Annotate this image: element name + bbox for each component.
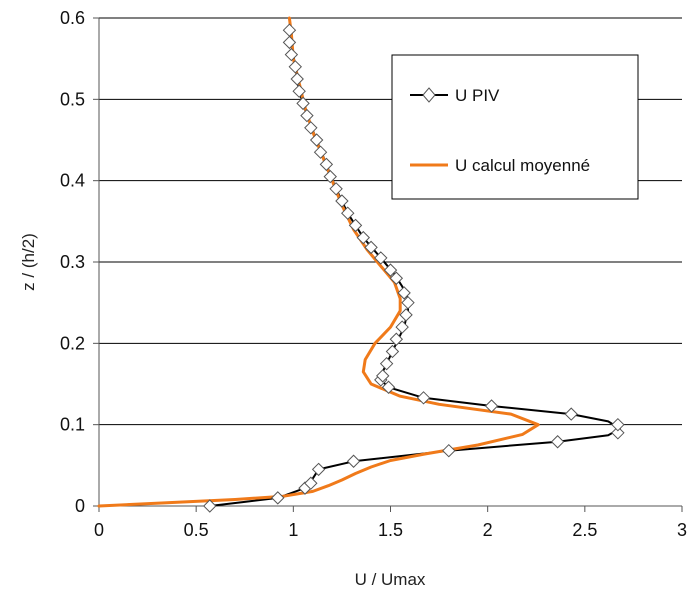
y-tick-label-4: 0.4 [60,171,85,191]
piv-point-26 [364,240,378,255]
x-tick-label-1: 0.5 [184,520,209,540]
piv-point-3 [304,476,318,490]
piv-point-33 [319,157,334,172]
y-tick-label-0: 0 [75,496,85,516]
piv-point-32 [323,169,337,184]
piv-point-40 [290,72,304,86]
y-tick-label-6: 0.6 [60,8,85,28]
piv-point-42 [284,47,299,62]
series-group [97,16,625,513]
piv-point-30 [335,194,349,208]
piv-point-31 [329,182,343,196]
x-axis-title: U / Umax [355,570,426,589]
piv-point-1 [271,491,285,505]
x-tick-label-3: 1.5 [378,520,403,540]
piv-point-7 [550,435,565,449]
piv-point-38 [296,96,310,111]
piv-point-43 [282,35,297,50]
piv-point-27 [356,230,371,245]
piv-point-21 [401,295,415,310]
piv-point-41 [288,60,302,74]
x-tick-label-6: 3 [677,520,687,540]
piv-point-35 [309,133,324,147]
piv-point-15 [376,369,390,383]
y-tick-label-1: 0.1 [60,415,85,435]
piv-point-20 [399,308,413,322]
piv-point-10 [564,407,578,421]
legend-label-piv: U PIV [455,86,500,105]
y-tick-label-2: 0.2 [60,333,85,353]
piv-point-37 [300,108,314,123]
piv-point-39 [292,84,306,98]
piv-point-13 [381,380,396,394]
piv-point-18 [389,332,404,346]
piv-point-22 [397,286,411,300]
piv-point-11 [484,399,499,413]
piv-point-4 [311,462,326,477]
x-tick-label-2: 1 [288,520,298,540]
piv-point-25 [374,251,388,265]
x-tick-label-4: 2 [483,520,493,540]
piv-point-44 [282,23,297,37]
piv-point-34 [313,145,328,159]
piv-point-16 [379,356,394,371]
axes [93,17,683,512]
legend: U PIV U calcul moyenné [391,54,639,200]
piv-point-5 [346,454,361,468]
x-tick-label-0: 0 [94,520,104,540]
piv-point-19 [395,320,409,334]
y-axis-title: z / (h/2) [19,233,38,291]
piv-point-0 [203,499,217,513]
piv-point-28 [348,218,363,233]
x-tick-label-5: 2.5 [572,520,597,540]
x-tick-labels: 0 0.5 1 1.5 2 2.5 3 [94,520,687,540]
legend-marker-piv [422,87,436,103]
piv-point-8 [611,426,625,440]
piv-point-17 [385,344,400,359]
y-tick-label-5: 0.5 [60,89,85,109]
piv-point-29 [341,206,355,220]
piv-point-12 [416,391,431,405]
y-tick-label-3: 0.3 [60,252,85,272]
piv-point-24 [383,263,398,277]
piv-point-9 [611,417,625,432]
piv-point-23 [389,271,404,285]
legend-label-calc: U calcul moyenné [455,156,590,175]
piv-point-36 [304,121,318,135]
legend-box [391,54,639,200]
y-tick-labels: 0 0.1 0.2 0.3 0.4 0.5 0.6 [60,8,85,516]
piv-point-6 [442,443,456,458]
